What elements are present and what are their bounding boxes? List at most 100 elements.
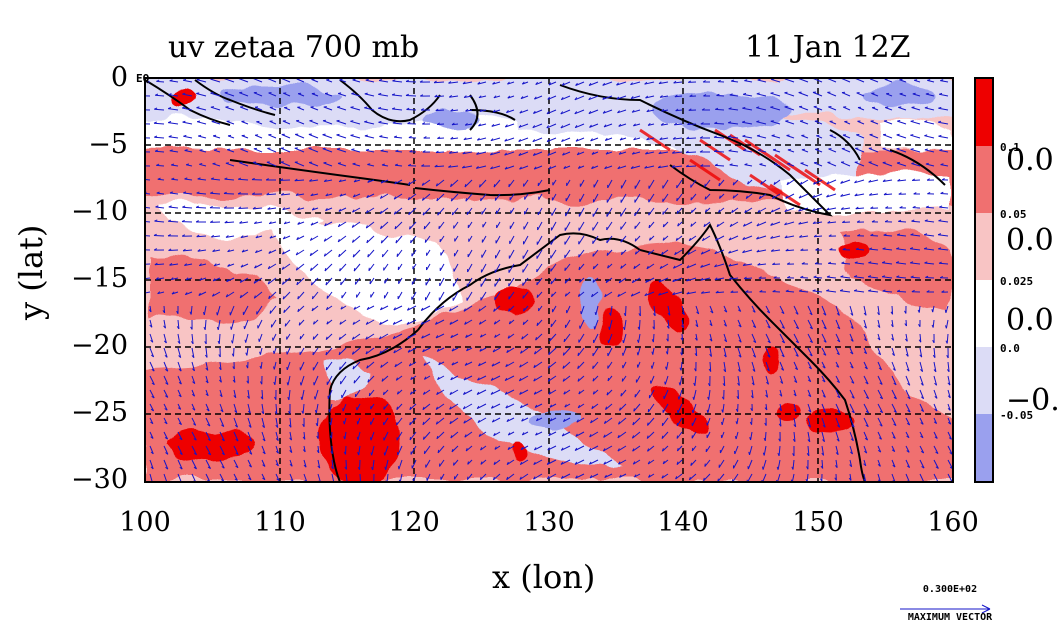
wind-vector (380, 150, 389, 153)
wind-vector (295, 249, 305, 256)
wind-vector-head (336, 133, 340, 136)
wind-vector-head (591, 405, 594, 409)
wind-vector (155, 94, 165, 97)
wind-vector-head (533, 378, 536, 382)
wind-vector-head (423, 376, 427, 380)
wind-vector-head (931, 309, 934, 313)
max-vector-label: MAXIMUM VECTOR (907, 612, 993, 623)
wind-vector (633, 123, 641, 127)
wind-vector (490, 165, 501, 170)
wind-vector-head (265, 178, 269, 181)
wind-vector (339, 193, 347, 197)
wind-vector-head (947, 408, 951, 411)
wind-vector-head (235, 465, 239, 469)
wind-vector-head (150, 354, 154, 358)
wind-vector (269, 120, 277, 125)
wind-vector-head (490, 377, 494, 381)
wind-vector (344, 431, 347, 440)
wind-vector (286, 347, 291, 355)
wind-vector (877, 319, 881, 328)
wind-vector (352, 333, 361, 340)
wind-vector-head (391, 93, 396, 96)
coastline (145, 79, 946, 482)
wind-vector (394, 179, 403, 185)
wind-vector (744, 80, 753, 83)
wind-vector-head (837, 425, 841, 428)
wind-vector-head (547, 96, 550, 100)
wind-vector-head (370, 437, 372, 441)
wind-vector-head (314, 396, 316, 400)
wind-vector-head (260, 396, 264, 400)
wind-vector (548, 389, 557, 395)
x-tick-label: 140 (657, 507, 709, 538)
wind-vector (449, 403, 459, 410)
wind-vector (690, 221, 697, 227)
wind-vector (424, 375, 431, 380)
wind-vector (647, 445, 655, 452)
wind-vector (211, 121, 221, 125)
wind-vector (924, 107, 935, 111)
wind-vector-head (617, 110, 620, 114)
wind-vector (905, 431, 910, 438)
wind-vector-head (410, 239, 412, 243)
wind-vector-head (671, 164, 675, 168)
wind-vector-head (216, 326, 219, 330)
wind-vector (663, 389, 669, 400)
wind-vector (863, 431, 869, 441)
wind-vector-head (508, 321, 511, 325)
wind-vector (566, 179, 571, 187)
wind-vector (177, 347, 182, 358)
wind-vector-head (893, 382, 897, 386)
wind-vector-head (170, 277, 174, 280)
wind-vector (793, 361, 799, 370)
wind-vector (883, 193, 893, 196)
wind-vector-head (679, 367, 682, 371)
wind-vector-head (533, 447, 537, 451)
wind-vector (297, 106, 305, 111)
wind-vector-head (343, 451, 346, 455)
wind-vector (793, 403, 797, 412)
wind-vector-head (181, 234, 186, 237)
wind-vector (366, 361, 375, 369)
wind-vector-head (309, 252, 312, 256)
wind-vector-head (906, 465, 910, 469)
wind-vector (593, 333, 599, 344)
wind-vector-head (337, 238, 340, 243)
wind-vector (932, 319, 935, 328)
wind-vector-head (522, 295, 524, 299)
wind-vector (310, 263, 319, 272)
wind-vector (749, 445, 753, 456)
wind-vector-head (338, 179, 342, 183)
wind-vector (336, 148, 347, 153)
wind-vector-head (801, 262, 805, 265)
wind-vector (645, 95, 655, 99)
wind-vector-head (638, 313, 641, 317)
wind-vector (341, 389, 347, 399)
wind-vector (924, 220, 935, 223)
wind-vector (315, 403, 319, 414)
wind-vector (238, 78, 249, 83)
wind-vector-head (675, 108, 679, 112)
wind-vector (840, 179, 851, 184)
wind-vector-head (464, 362, 468, 366)
wind-vector-head (225, 106, 229, 108)
wind-vector-head (604, 474, 607, 478)
wind-vector-head (491, 419, 495, 423)
wind-vector (317, 445, 320, 453)
wind-vector-head (383, 406, 385, 410)
wind-vector (504, 389, 515, 395)
wind-vector-head (223, 191, 227, 194)
wind-vector-head (234, 410, 238, 414)
wind-vector (462, 151, 473, 155)
wind-vector-head (406, 107, 410, 110)
wind-vector (877, 445, 882, 453)
wind-vector-head (364, 92, 368, 95)
wind-vector (252, 207, 263, 210)
wind-vector-head (273, 366, 275, 370)
wind-vector (632, 277, 641, 284)
wind-vector-head (182, 120, 186, 123)
wind-vector (762, 459, 767, 470)
wind-vector-head (690, 223, 693, 227)
wind-vector (225, 235, 235, 238)
wind-vector-head (171, 291, 175, 295)
